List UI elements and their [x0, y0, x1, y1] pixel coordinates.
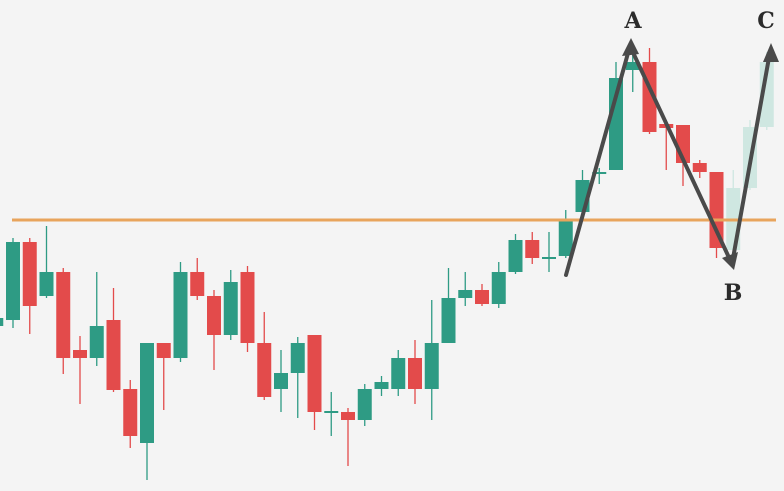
candle-body: [0, 318, 4, 326]
candle-body: [558, 220, 573, 256]
arrowhead: [622, 38, 639, 56]
candle-body: [290, 343, 305, 373]
candle-body: [542, 257, 556, 259]
candle-body: [56, 272, 71, 358]
candle-body: [123, 389, 138, 436]
candle-body: [625, 62, 640, 70]
candle-body: [89, 326, 104, 358]
candle-body: [374, 382, 389, 389]
candle-body: [759, 62, 774, 127]
candle-body: [525, 240, 540, 258]
pattern-line: [564, 44, 772, 277]
candle-body: [106, 320, 121, 390]
candle-body: [441, 298, 456, 343]
candle-body: [592, 172, 607, 174]
candle-body: [491, 272, 506, 304]
candle-body: [341, 412, 355, 420]
arrowhead: [722, 252, 738, 270]
zigzag: [564, 44, 772, 277]
candle-body: [173, 272, 188, 358]
candle-body: [207, 296, 221, 335]
candle-body: [6, 242, 20, 320]
point-label: B: [724, 280, 743, 306]
candle-body: [424, 343, 439, 389]
candle-body: [257, 343, 272, 397]
candles: [0, 48, 774, 480]
candle-body: [408, 358, 422, 389]
candle-body: [190, 272, 205, 296]
point-label: A: [623, 8, 642, 34]
candle-body: [609, 78, 623, 170]
candle-body: [475, 290, 489, 304]
arrowhead: [763, 43, 779, 62]
candle-body: [240, 272, 255, 343]
candle-body: [22, 242, 37, 306]
candle-body: [692, 163, 707, 172]
candle-body: [324, 411, 339, 413]
candle-body: [73, 350, 87, 358]
arrowheads: [622, 38, 779, 270]
candle-body: [223, 282, 238, 335]
candle-body: [391, 358, 406, 389]
candle-body: [508, 240, 523, 272]
point-label: C: [757, 8, 775, 34]
candle-body: [274, 373, 288, 389]
candle-body: [709, 172, 724, 248]
candle-body: [307, 335, 322, 412]
candle-body: [357, 389, 372, 420]
candle-body: [39, 272, 54, 296]
candle-body: [458, 290, 473, 298]
candle-body: [140, 343, 154, 443]
candle-body: [156, 343, 171, 358]
